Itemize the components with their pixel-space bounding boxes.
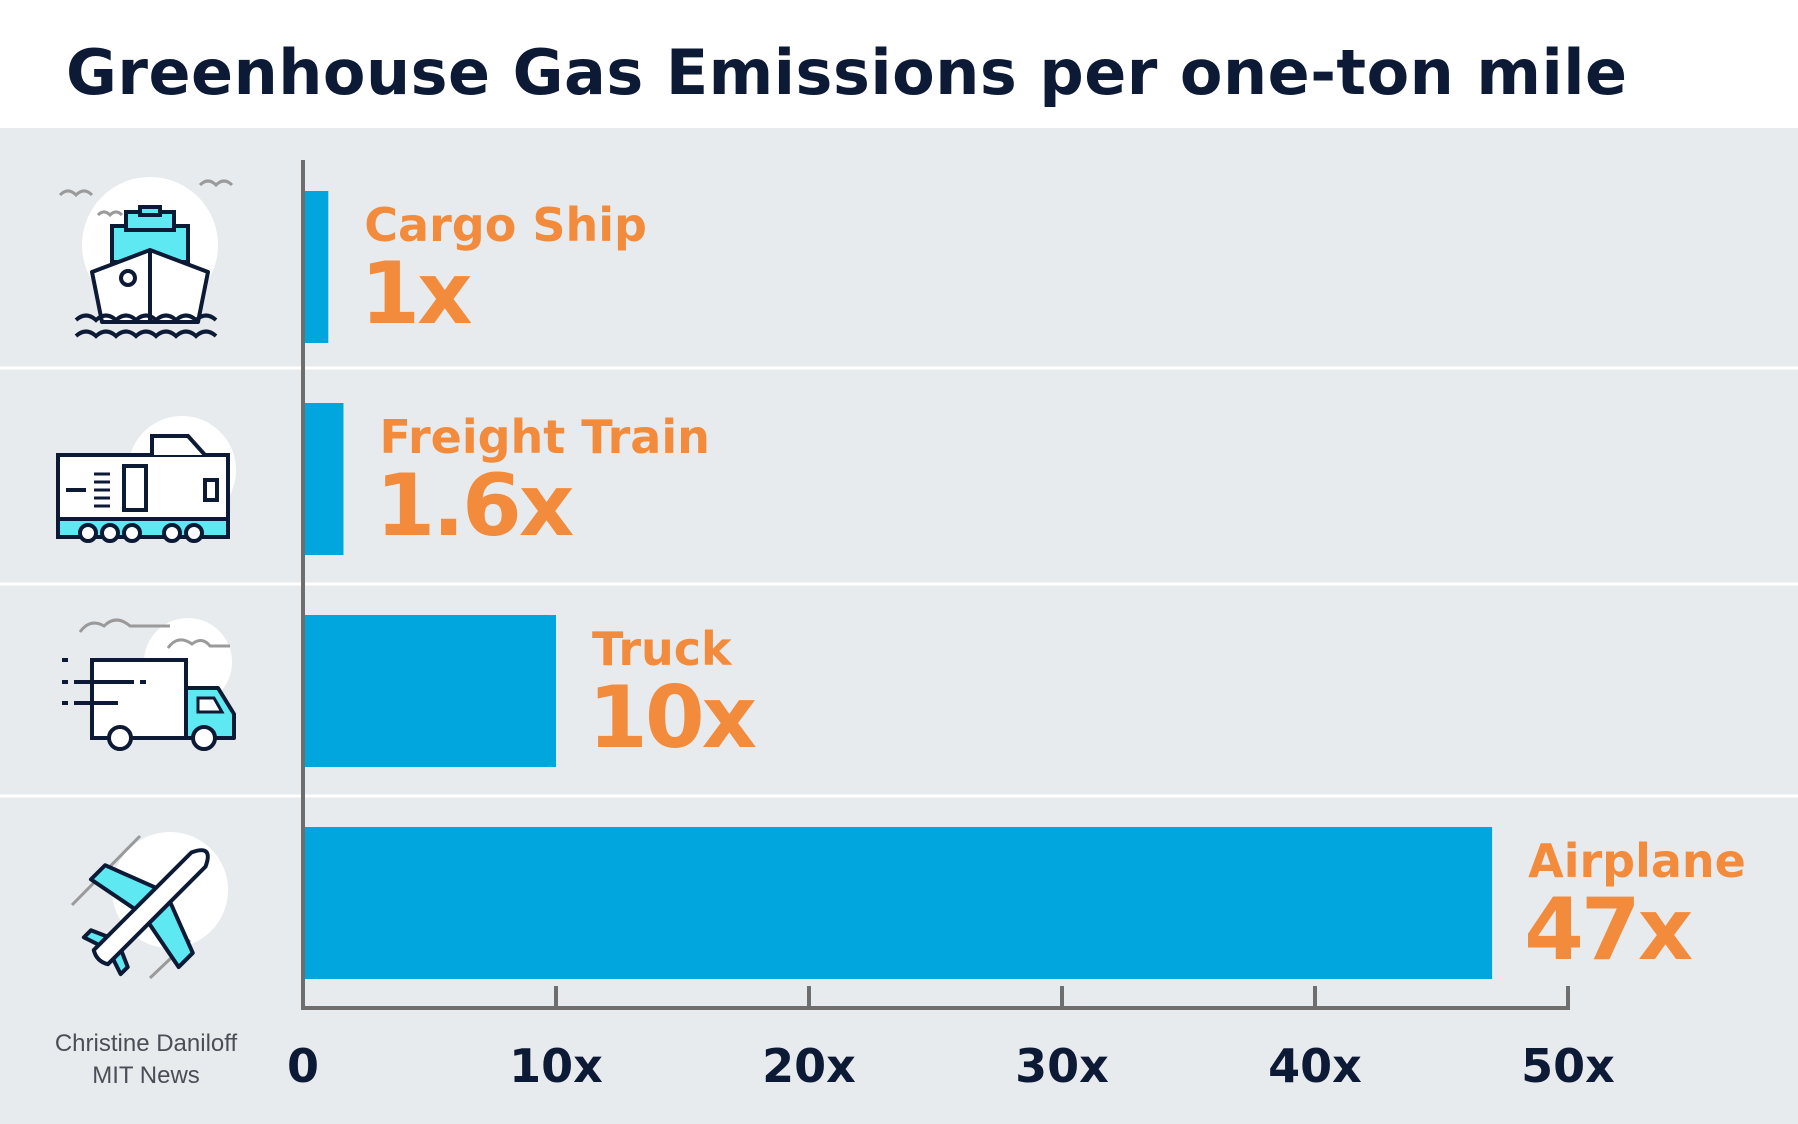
train-wheel <box>78 523 98 543</box>
x-tick-label: 50x <box>1521 1039 1615 1093</box>
category-label: Airplane <box>1528 834 1746 888</box>
cloud <box>78 618 170 633</box>
wave <box>74 329 218 339</box>
value-label: 1x <box>360 244 472 344</box>
bird <box>198 179 234 188</box>
train-door <box>122 464 148 512</box>
bar-2 <box>303 615 556 767</box>
truck-wheel <box>107 725 133 751</box>
category-label: Cargo Ship <box>364 198 647 252</box>
truck-wheel <box>191 725 217 751</box>
cloud <box>166 638 230 649</box>
category-label: Freight Train <box>379 410 709 464</box>
value-label: 1.6x <box>375 456 573 556</box>
truck-box <box>90 658 188 740</box>
train-icon <box>56 416 236 543</box>
train-wheel <box>100 523 120 543</box>
category-label: Truck <box>592 622 733 676</box>
x-tick-label: 30x <box>1015 1039 1109 1093</box>
x-tick-label: 0 <box>287 1039 319 1093</box>
bird <box>58 189 94 198</box>
bar-0 <box>303 191 329 343</box>
x-tick-label: 10x <box>509 1039 603 1093</box>
truck-window <box>196 696 225 714</box>
truck-icon <box>62 618 236 751</box>
train-wheel <box>184 523 204 543</box>
wave <box>74 313 218 323</box>
airplane-icon <box>70 832 228 980</box>
ship-icon <box>58 177 234 339</box>
credit-author: Christine Daniloff <box>54 1030 238 1057</box>
ship-porthole <box>119 269 137 287</box>
credit-source: MIT News <box>92 1062 200 1089</box>
x-tick-label: 20x <box>762 1039 856 1093</box>
ship-chimney <box>138 205 162 217</box>
train-wheel <box>162 523 182 543</box>
value-label: 10x <box>588 668 757 768</box>
credit: Christine Daniloff MIT News <box>20 1028 272 1092</box>
x-tick-label: 40x <box>1268 1039 1362 1093</box>
airplane-shape <box>81 848 210 977</box>
train-window <box>203 478 219 502</box>
bar-3 <box>303 827 1493 979</box>
bird <box>96 210 124 218</box>
train-cab <box>150 434 207 457</box>
value-label: 47x <box>1524 880 1693 980</box>
title-bar: Greenhouse Gas Emissions per one-ton mil… <box>0 0 1798 128</box>
bar-1 <box>303 403 344 555</box>
chart-title: Greenhouse Gas Emissions per one-ton mil… <box>66 36 1628 109</box>
train-wheel <box>122 523 142 543</box>
fuselage <box>91 848 210 967</box>
